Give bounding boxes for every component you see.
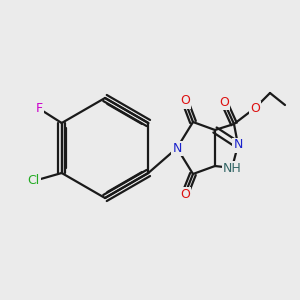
Text: NH: NH: [223, 161, 242, 175]
Text: N: N: [233, 139, 243, 152]
Text: F: F: [36, 103, 43, 116]
Text: O: O: [219, 95, 229, 109]
Text: O: O: [180, 188, 190, 200]
Text: N: N: [172, 142, 182, 154]
Text: O: O: [250, 101, 260, 115]
Text: Cl: Cl: [28, 175, 40, 188]
Text: O: O: [180, 94, 190, 107]
